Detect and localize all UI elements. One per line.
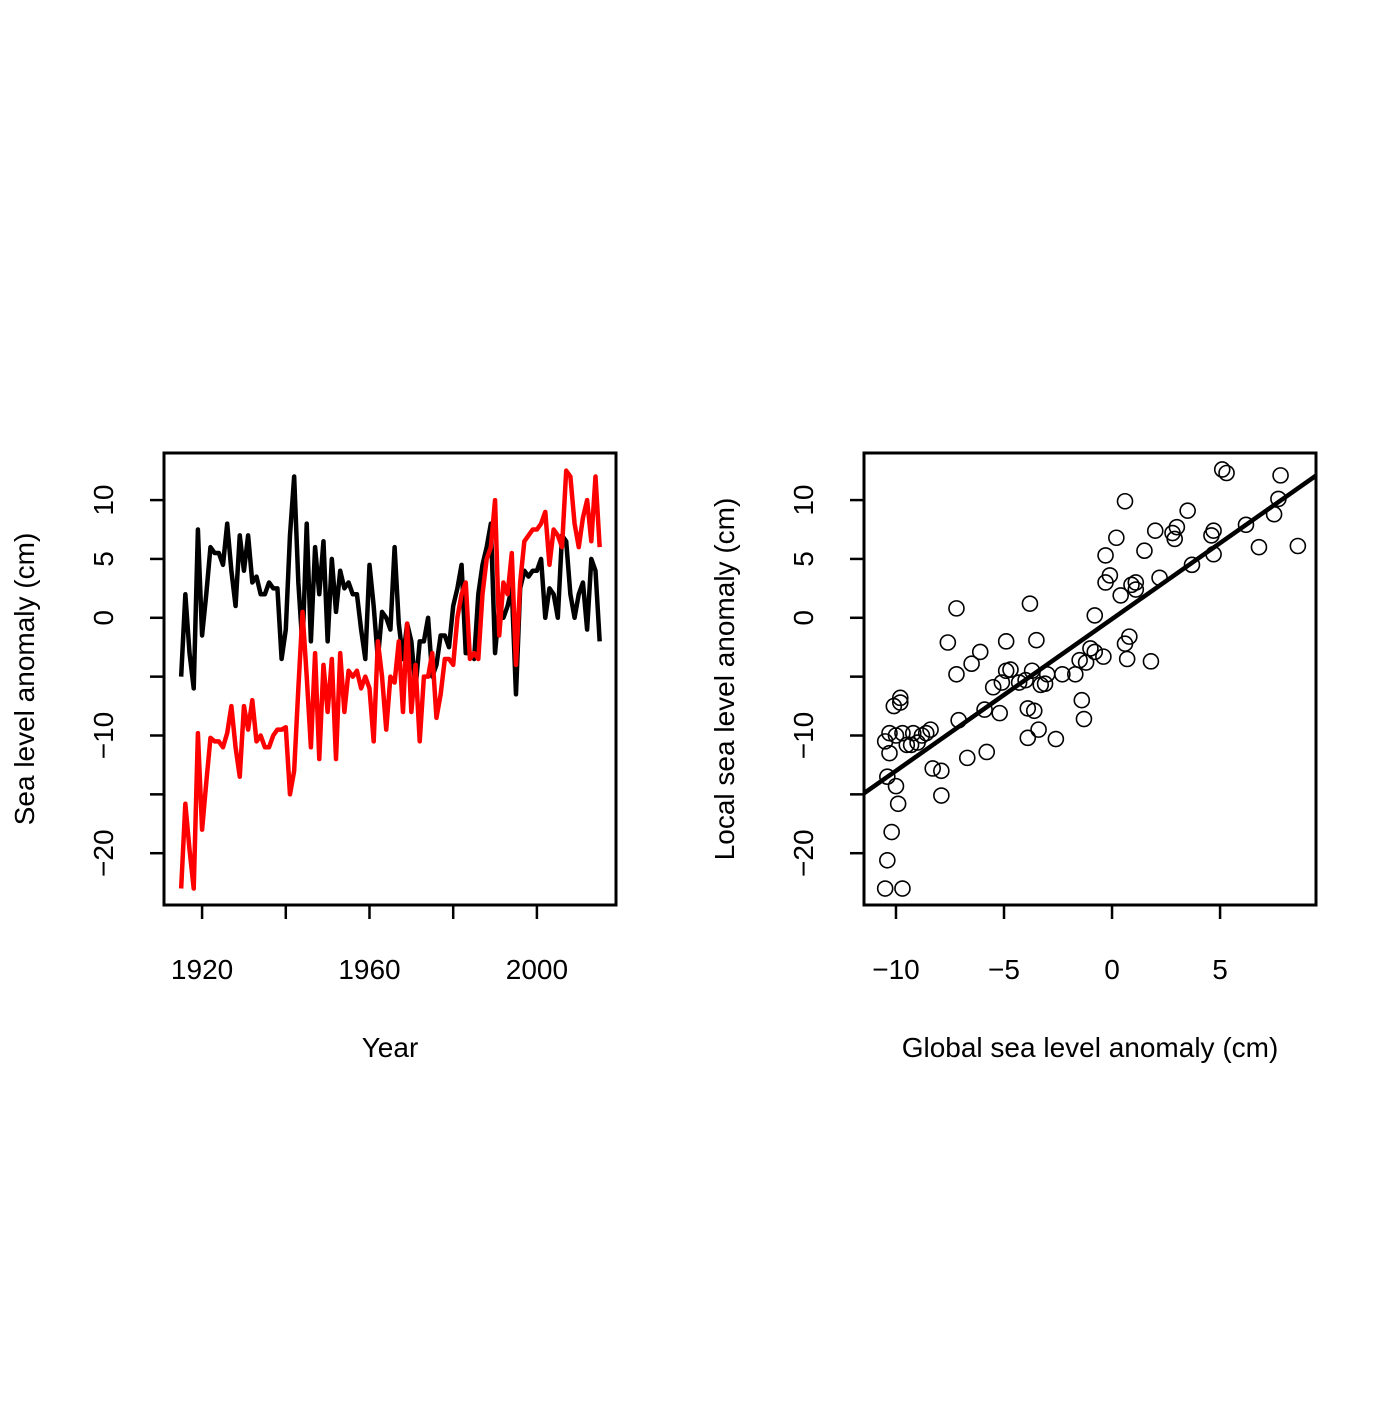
point	[1218, 464, 1235, 482]
point	[948, 600, 965, 617]
point	[894, 724, 911, 742]
point	[1289, 537, 1307, 555]
point	[1118, 650, 1136, 668]
point	[879, 768, 896, 785]
y-tick-label: −20	[788, 829, 819, 877]
point	[1179, 502, 1196, 519]
y-tick-label: −10	[788, 712, 819, 760]
point	[1097, 547, 1114, 564]
point	[1127, 581, 1145, 598]
y-tick-label: 5	[88, 551, 119, 567]
x-axis-title: Year	[362, 1032, 419, 1063]
y-tick-label: 0	[88, 610, 119, 626]
point	[1054, 665, 1071, 683]
point	[881, 744, 898, 762]
point	[933, 762, 950, 780]
point	[933, 787, 950, 804]
x-tick-label: 2000	[506, 954, 568, 985]
point	[1183, 556, 1201, 574]
point	[1086, 643, 1104, 661]
panel: −10 −5 0 5 −20 −10 0 5 10 Global sea level anomal…	[709, 451, 1318, 1063]
point	[879, 851, 896, 869]
fit-line	[864, 473, 1316, 796]
point	[894, 880, 911, 897]
point	[1205, 522, 1222, 539]
y-tick-label: 10	[88, 485, 119, 516]
point	[1168, 518, 1186, 536]
point	[1021, 595, 1039, 612]
point	[883, 823, 900, 841]
point	[1073, 691, 1091, 709]
point	[1108, 529, 1125, 547]
point	[1019, 729, 1037, 747]
point	[984, 678, 1002, 696]
point	[1002, 661, 1019, 678]
point	[1116, 492, 1134, 510]
point	[991, 704, 1008, 722]
plot-frame	[862, 451, 1318, 907]
x-tick-label: 1960	[338, 954, 400, 985]
point	[1025, 702, 1043, 720]
x-tick-label: 1920	[171, 954, 233, 985]
point	[958, 749, 976, 767]
point	[1237, 516, 1255, 534]
y-axis-title: Local sea level anomaly (cm)	[709, 498, 740, 861]
point	[1101, 567, 1119, 584]
series-line	[178, 468, 602, 891]
point	[1047, 730, 1065, 748]
point	[1166, 530, 1183, 548]
point	[1121, 628, 1138, 645]
point	[1272, 467, 1289, 484]
point	[887, 777, 905, 795]
point	[917, 724, 935, 742]
x-tick-label: −10	[872, 954, 920, 985]
y-tick-label: 10	[788, 485, 819, 516]
point	[889, 795, 907, 813]
y-tick-label: −20	[88, 829, 119, 877]
point	[993, 674, 1011, 691]
point	[1146, 522, 1164, 539]
point	[1213, 461, 1231, 478]
point	[1082, 640, 1099, 657]
point	[1095, 648, 1112, 665]
point	[1030, 721, 1047, 738]
x-axis-title: Global sea level anomaly (cm)	[902, 1032, 1279, 1063]
point	[997, 633, 1015, 650]
plot-frame	[162, 451, 618, 907]
point	[924, 760, 942, 777]
point	[922, 721, 939, 738]
y-tick-label: −10	[88, 712, 119, 760]
point	[1127, 574, 1145, 591]
point	[876, 880, 894, 897]
panel: 1920 1960 2000 −20 −10 0 5 10 Year Sea level anom…	[9, 451, 618, 1063]
y-tick-label: 5	[788, 551, 819, 567]
point	[904, 724, 922, 742]
point	[948, 665, 965, 683]
point	[976, 701, 993, 718]
point	[1075, 710, 1093, 728]
point	[1086, 607, 1104, 624]
point	[1028, 631, 1045, 649]
point	[1142, 653, 1160, 670]
y-tick-label: 0	[788, 610, 819, 626]
point	[939, 634, 957, 651]
point	[978, 743, 996, 761]
point	[1250, 538, 1268, 556]
point	[1136, 542, 1153, 559]
x-tick-label: 5	[1212, 954, 1228, 985]
series-line	[178, 474, 602, 697]
point	[891, 694, 909, 711]
point	[963, 655, 980, 672]
point	[1036, 675, 1054, 693]
x-tick-label: 0	[1104, 954, 1120, 985]
point	[1112, 587, 1129, 604]
x-tick-label: −5	[988, 954, 1020, 985]
y-axis-title: Sea level anomaly (cm)	[9, 533, 40, 826]
point	[971, 643, 989, 661]
point	[891, 689, 909, 707]
